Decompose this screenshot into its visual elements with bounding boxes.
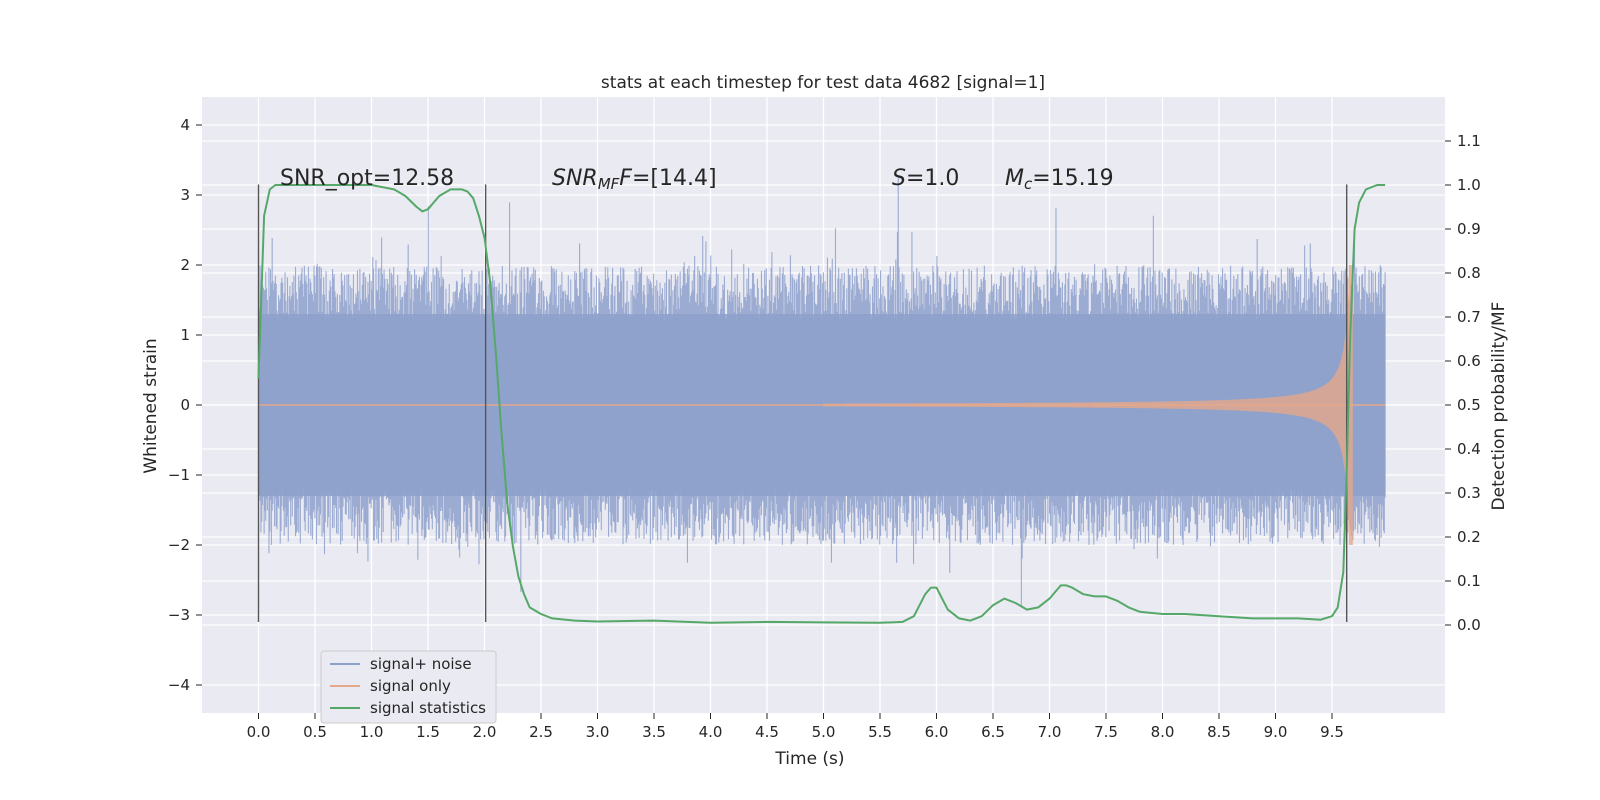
annotation-mc: Mc=15.19: [1005, 166, 1114, 193]
annotation-snr-mf-f: F: [619, 166, 632, 191]
right-y-tick-label: 1.1: [1457, 132, 1481, 150]
left-y-tick-label: 1: [180, 326, 190, 344]
annotation-mc-value: =15.19: [1032, 166, 1113, 191]
x-tick-label: 6.0: [925, 723, 949, 741]
annotation-snr-mf-value: =[14.4]: [632, 166, 717, 191]
x-tick-label: 8.0: [1151, 723, 1175, 741]
right-y-tick-label: 0.2: [1457, 528, 1481, 546]
x-tick-label: 4.0: [699, 723, 723, 741]
left-y-tick-label: −2: [168, 536, 190, 554]
left-y-axis-label: Whitened strain: [141, 338, 161, 473]
x-axis-ticks: 0.0 0.5 1.0 1.5 2.0 2.5 3.0 3.5 4.0 4.5 5.0 5.5 6.0 6…: [247, 713, 1344, 741]
x-tick-label: 6.5: [981, 723, 1005, 741]
chart-title: stats at each timestep for test data 468…: [601, 73, 1045, 93]
x-tick-label: 1.0: [360, 723, 384, 741]
x-tick-label: 2.5: [529, 723, 553, 741]
right-y-axis-label: Detection probability/MF: [1489, 302, 1509, 511]
x-tick-label: 9.5: [1320, 723, 1344, 741]
right-y-tick-label: 0.9: [1457, 220, 1481, 238]
annotation-snr-opt: SNR_opt=12.58: [280, 166, 454, 191]
x-tick-label: 9.0: [1264, 723, 1288, 741]
legend-label-signal-only: signal only: [370, 677, 451, 695]
annotation-mc-sub: c: [1024, 175, 1033, 193]
x-tick-label: 7.5: [1094, 723, 1118, 741]
annotation-s-value: =1.0: [906, 166, 959, 191]
left-y-tick-label: −3: [168, 606, 190, 624]
right-y-axis-ticks: 1.1 1.0 0.9 0.8 0.7 0.6 0.5 0.4 0.3 0.2 0.1 0.0: [1445, 132, 1481, 634]
x-tick-label: 2.0: [473, 723, 497, 741]
left-y-tick-label: −4: [168, 676, 190, 694]
x-tick-label: 3.5: [642, 723, 666, 741]
right-y-tick-label: 0.1: [1457, 572, 1481, 590]
x-axis-label: Time (s): [774, 749, 844, 769]
left-y-tick-label: 2: [180, 256, 190, 274]
right-y-tick-label: 0.0: [1457, 616, 1481, 634]
x-tick-label: 8.5: [1207, 723, 1231, 741]
x-tick-label: 4.5: [755, 723, 779, 741]
x-tick-label: 1.5: [416, 723, 440, 741]
annotation-snr-mf: SNRMFF=[14.4]: [552, 166, 717, 193]
x-tick-label: 5.0: [812, 723, 836, 741]
x-tick-label: 3.0: [586, 723, 610, 741]
left-y-tick-label: 3: [180, 186, 190, 204]
left-y-tick-label: −1: [168, 466, 190, 484]
x-tick-label: 7.0: [1038, 723, 1062, 741]
x-tick-label: 0.0: [247, 723, 271, 741]
legend-box: [320, 650, 497, 724]
right-y-tick-label: 0.5: [1457, 396, 1481, 414]
annotation-snr-mf-sub: MF: [598, 175, 620, 193]
left-y-tick-label: 0: [180, 396, 190, 414]
right-y-tick-label: 1.0: [1457, 176, 1481, 194]
right-y-tick-label: 0.4: [1457, 440, 1481, 458]
right-y-tick-label: 0.8: [1457, 264, 1481, 282]
signal-statistics-series: [257, 184, 1386, 624]
vertical-markers: [257, 184, 1348, 622]
annotation-snr-mf-main: SNR: [552, 166, 598, 191]
signal-statistics-line: [257, 184, 1386, 624]
x-tick-label: 0.5: [303, 723, 327, 741]
right-y-tick-label: 0.7: [1457, 308, 1481, 326]
signal-only-series: [258, 265, 1386, 545]
annotation-mc-symbol: M: [1005, 166, 1024, 191]
legend-label-signal-noise: signal+ noise: [370, 655, 472, 673]
legend-label-signal-statistics: signal statistics: [370, 699, 486, 717]
x-tick-label: 5.5: [868, 723, 892, 741]
left-y-tick-label: 4: [180, 116, 190, 134]
annotation-s: S=1.0: [892, 166, 959, 191]
left-y-axis-ticks: 4 3 2 1 0 −1 −2 −3 −4: [168, 116, 202, 694]
legend: signal+ noise signal only signal statist…: [320, 650, 497, 724]
signal-only-trace: [823, 265, 1353, 545]
right-y-tick-label: 0.3: [1457, 484, 1481, 502]
right-y-tick-label: 0.6: [1457, 352, 1481, 370]
annotation-s-symbol: S: [892, 166, 906, 191]
